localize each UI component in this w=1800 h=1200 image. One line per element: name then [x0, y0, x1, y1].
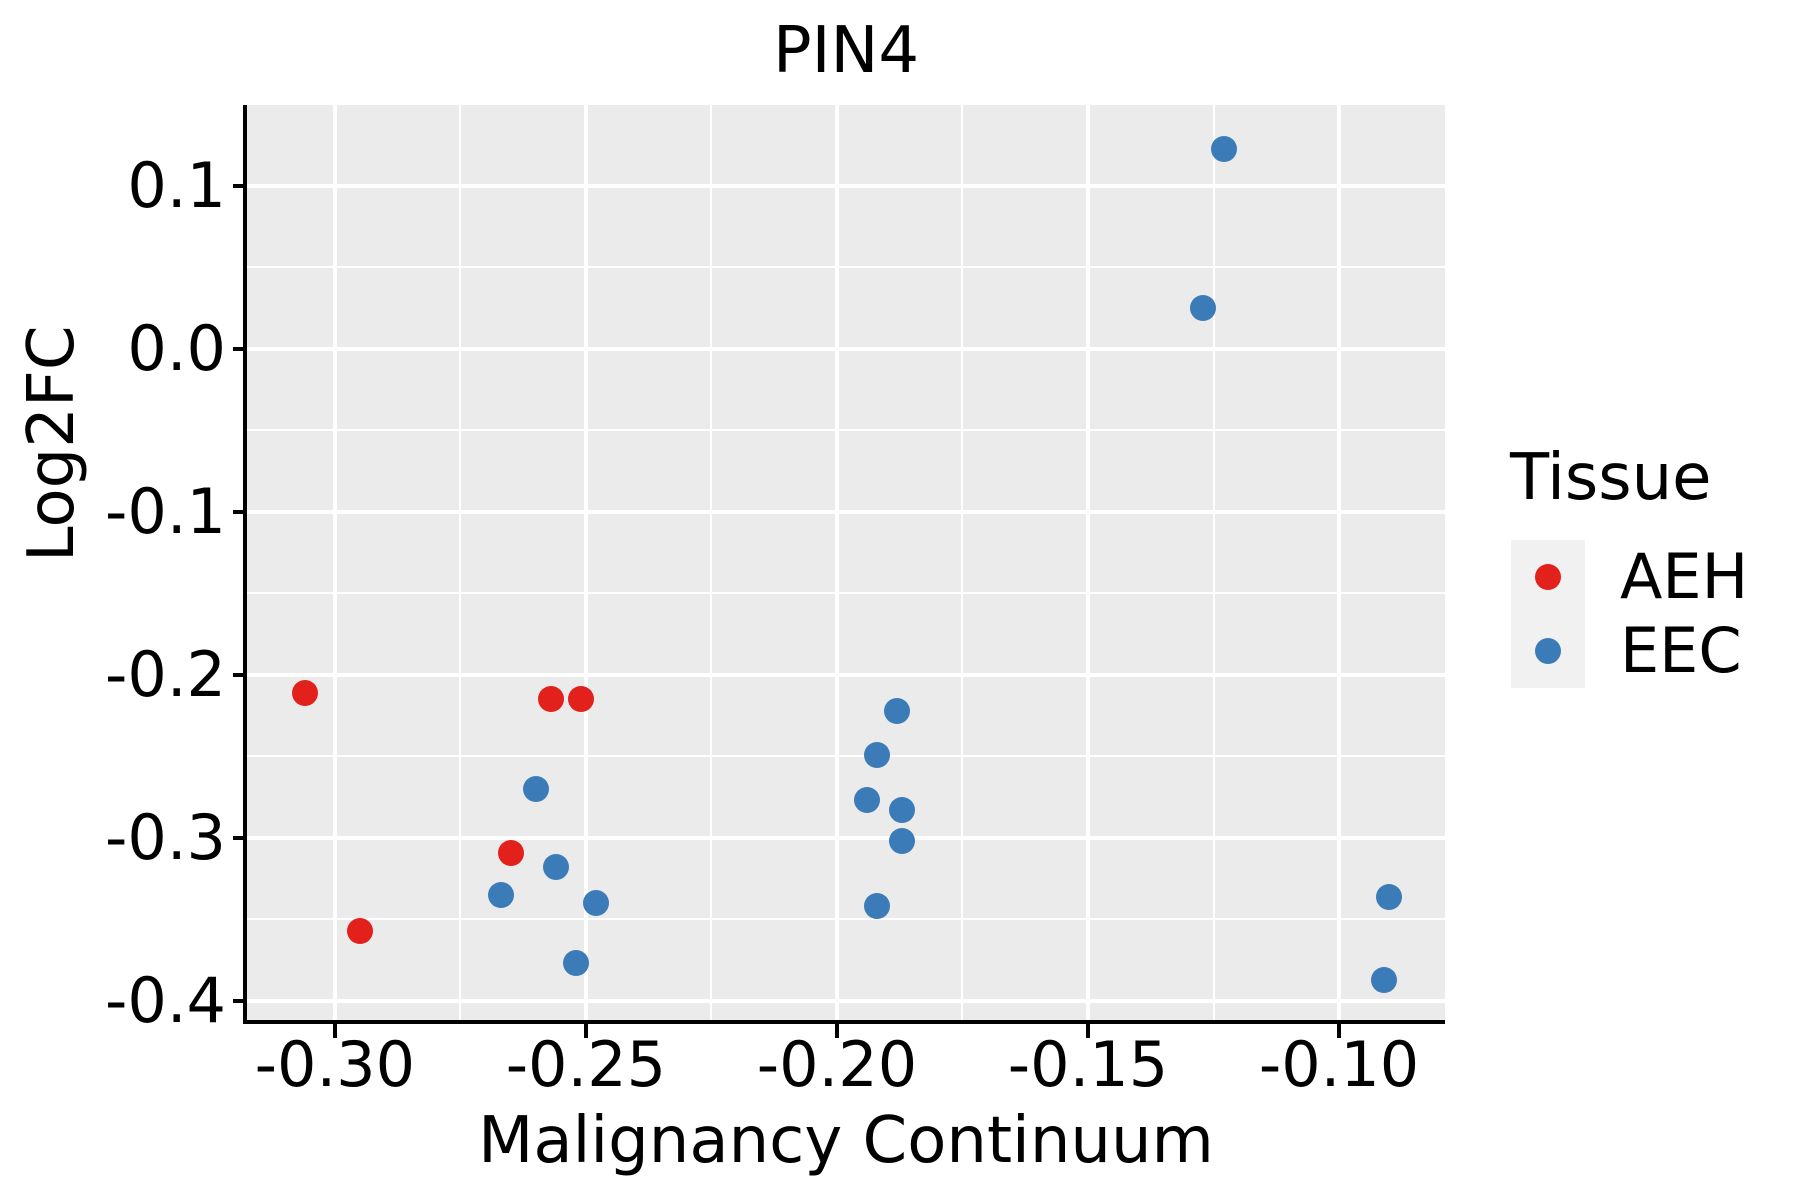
legend-label-eec: EEC — [1620, 614, 1742, 687]
data-point-aeh — [537, 686, 564, 713]
data-point-eec — [1376, 883, 1403, 910]
x-major-gridline — [332, 105, 337, 1020]
y-tick — [233, 346, 247, 351]
legend-key-eec — [1511, 614, 1585, 688]
y-minor-gridline — [247, 592, 1445, 595]
data-point-eec — [487, 881, 514, 908]
x-axis-line — [243, 1020, 1445, 1024]
y-tick — [233, 509, 247, 514]
data-point-eec — [889, 828, 916, 855]
x-minor-gridline — [710, 105, 713, 1020]
x-axis-title: Malignancy Continuum — [478, 1104, 1214, 1178]
x-tick — [1337, 1024, 1342, 1038]
y-minor-gridline — [247, 266, 1445, 269]
y-tick-label: -0.1 — [105, 474, 226, 548]
x-major-gridline — [1337, 105, 1342, 1020]
x-major-gridline — [834, 105, 839, 1020]
y-major-gridline — [247, 346, 1445, 351]
data-point-eec — [864, 741, 891, 768]
y-tick — [233, 998, 247, 1003]
x-tick-label: -0.30 — [254, 1028, 416, 1101]
y-minor-gridline — [247, 755, 1445, 758]
y-tick-label: 0.0 — [127, 311, 226, 385]
y-tick — [233, 184, 247, 188]
legend-label-aeh: AEH — [1620, 540, 1749, 613]
y-major-gridline — [247, 509, 1445, 514]
data-point-aeh — [346, 917, 373, 944]
data-point-eec — [889, 797, 916, 824]
x-tick-label: -0.15 — [1007, 1028, 1169, 1101]
y-major-gridline — [247, 184, 1445, 188]
legend: Tissue AEH EEC — [1508, 441, 1748, 688]
x-tick-label: -0.25 — [505, 1028, 667, 1101]
x-major-gridline — [1086, 105, 1090, 1020]
data-point-eec — [522, 776, 549, 803]
data-point-eec — [854, 787, 881, 814]
x-tick-label: -0.10 — [1258, 1028, 1420, 1101]
y-major-gridline — [247, 672, 1445, 677]
data-point-aeh — [497, 839, 524, 866]
legend-key-aeh — [1511, 540, 1585, 614]
x-major-gridline — [583, 105, 588, 1020]
y-minor-gridline — [247, 429, 1445, 432]
y-tick-label: 0.1 — [127, 149, 226, 222]
legend-dot-eec-icon — [1535, 638, 1561, 664]
y-axis-line — [243, 105, 247, 1024]
data-point-eec — [1210, 135, 1237, 162]
y-major-gridline — [247, 998, 1445, 1003]
y-tick-label: -0.3 — [105, 800, 226, 874]
data-point-eec — [1190, 295, 1217, 322]
data-point-eec — [1371, 966, 1398, 993]
x-tick-label: -0.20 — [756, 1028, 918, 1101]
data-point-eec — [562, 950, 589, 977]
data-point-eec — [542, 854, 569, 881]
y-major-gridline — [247, 835, 1445, 840]
plot-title: PIN4 — [772, 14, 920, 88]
x-minor-gridline — [961, 105, 964, 1020]
x-tick — [834, 1024, 839, 1038]
data-point-eec — [582, 890, 609, 917]
data-point-eec — [884, 697, 911, 724]
legend-title: Tissue — [1510, 441, 1712, 515]
data-point-aeh — [291, 679, 318, 706]
x-tick — [332, 1024, 337, 1038]
y-minor-gridline — [247, 918, 1445, 921]
y-tick-label: -0.4 — [105, 963, 226, 1037]
legend-dot-aeh-icon — [1535, 564, 1561, 590]
y-tick — [233, 835, 247, 840]
x-tick — [1086, 1024, 1090, 1038]
x-minor-gridline — [459, 105, 462, 1020]
x-minor-gridline — [1212, 105, 1215, 1020]
y-tick — [233, 672, 247, 677]
x-tick — [583, 1024, 588, 1038]
data-point-eec — [864, 893, 891, 920]
plot-panel — [247, 105, 1445, 1020]
data-point-aeh — [567, 686, 594, 713]
y-tick-label: -0.2 — [105, 637, 226, 711]
